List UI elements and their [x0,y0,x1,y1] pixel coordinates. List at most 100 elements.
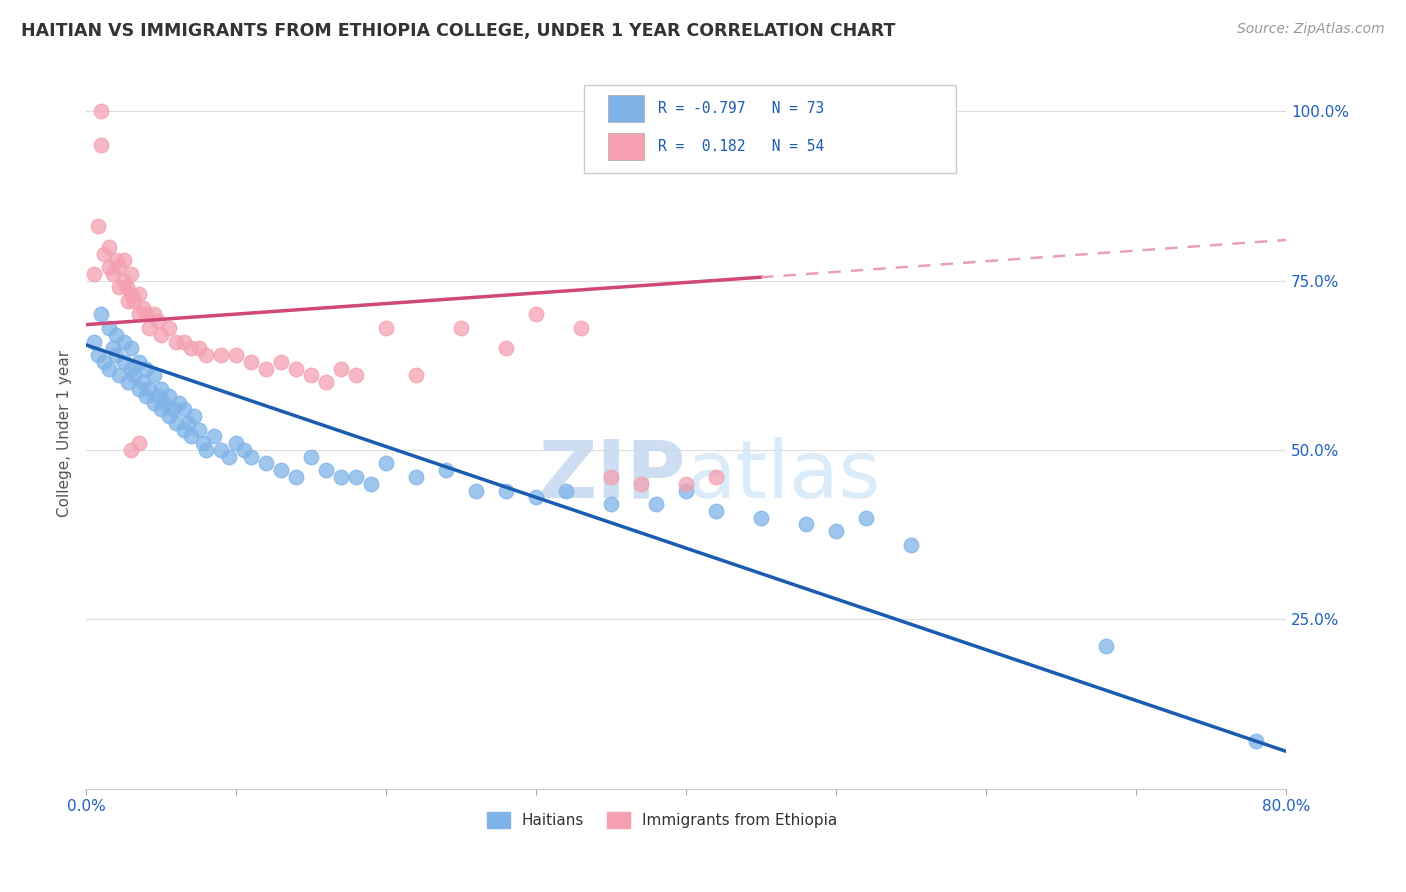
Point [132,301,155,315]
Point [177,416,200,430]
Point [87,219,110,234]
Point [112,355,135,369]
Point [254,457,277,471]
Point [180,429,202,443]
Point [165,416,187,430]
Point [173,423,195,437]
Point [524,308,547,322]
Point [132,375,155,389]
Point [209,348,232,362]
Point [90,104,112,119]
Point [173,402,195,417]
Point [218,450,240,464]
Point [330,361,353,376]
Point [495,342,517,356]
Text: R =  0.182   N = 54: R = 0.182 N = 54 [658,139,825,154]
Point [704,504,727,518]
Point [122,293,145,308]
Point [150,327,173,342]
Point [240,355,263,369]
Point [120,442,142,457]
Point [138,321,160,335]
Point [900,538,922,552]
Point [630,476,652,491]
Point [645,497,668,511]
Point [150,402,173,417]
Point [375,321,398,335]
Point [93,246,115,260]
Point [270,355,292,369]
Text: HAITIAN VS IMMIGRANTS FROM ETHIOPIA COLLEGE, UNDER 1 YEAR CORRELATION CHART: HAITIAN VS IMMIGRANTS FROM ETHIOPIA COLL… [21,22,896,40]
Point [405,368,427,383]
Point [105,327,128,342]
Text: R = -0.797   N = 73: R = -0.797 N = 73 [658,102,825,117]
Bar [607,95,644,122]
Point [495,483,517,498]
Point [105,348,128,362]
Point [112,274,135,288]
Point [1244,734,1267,748]
Text: atlas: atlas [686,437,880,515]
Point [183,409,205,423]
Point [120,267,142,281]
Point [157,409,180,423]
Point [128,287,150,301]
Point [375,457,398,471]
Point [315,375,337,389]
Point [240,450,263,464]
Point [117,375,139,389]
Point [83,334,105,349]
Point [285,470,308,484]
Point [146,314,169,328]
Point [120,361,142,376]
Bar [607,133,644,160]
Point [101,342,124,356]
Point [157,321,180,335]
Point [187,342,209,356]
Point [450,321,472,335]
Point [209,442,232,457]
Point [285,361,308,376]
Point [344,470,367,484]
Point [108,260,131,274]
Point [191,436,214,450]
Point [675,483,697,498]
Point [157,389,180,403]
Point [299,368,322,383]
Point [825,524,848,538]
Point [87,348,110,362]
Point [232,442,254,457]
Point [675,476,697,491]
Point [146,389,169,403]
Point [97,361,120,376]
Point [162,402,184,417]
Point [315,463,337,477]
Point [405,470,427,484]
Point [142,308,165,322]
Point [150,382,173,396]
Point [90,308,112,322]
Point [138,382,160,396]
Point [270,463,292,477]
Point [555,483,578,498]
Point [115,280,138,294]
Point [117,293,139,308]
Point [600,497,623,511]
Point [135,308,157,322]
Point [108,368,131,383]
Point [135,361,157,376]
Point [101,267,124,281]
Point [120,287,142,301]
Point [142,368,165,383]
Point [434,463,457,477]
Point [569,321,592,335]
Point [704,470,727,484]
Point [330,470,353,484]
Point [360,476,382,491]
Point [167,395,190,409]
Point [344,368,367,383]
Legend: Haitians, Immigrants from Ethiopia: Haitians, Immigrants from Ethiopia [481,806,844,834]
Point [202,429,225,443]
Point [97,321,120,335]
Point [120,342,142,356]
